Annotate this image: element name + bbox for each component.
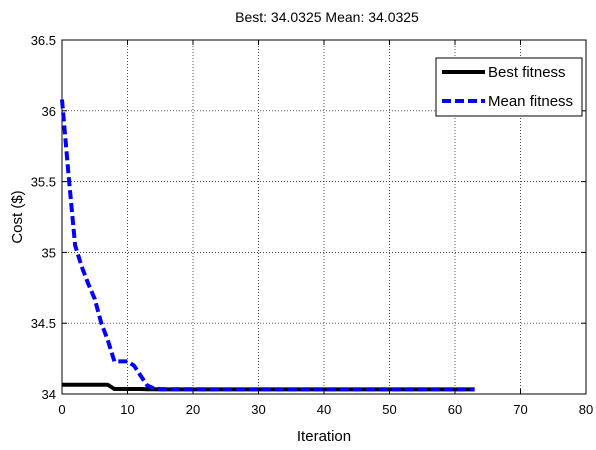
y-tick-label: 36.5	[31, 33, 56, 48]
series-group	[60, 99, 475, 392]
x-tick-label: 70	[513, 402, 527, 417]
y-tick-label: 35.5	[31, 175, 56, 190]
x-tick-label: 40	[317, 402, 331, 417]
x-tick-label: 80	[579, 402, 593, 417]
x-tick-label: 30	[251, 402, 265, 417]
x-tick-label: 50	[382, 402, 396, 417]
x-tick-label: 10	[120, 402, 134, 417]
legend-label-best-fitness: Best fitness	[488, 64, 566, 81]
legend: Best fitness Mean fitness	[435, 57, 583, 117]
legend-box	[435, 57, 583, 117]
chart-title: Best: 34.0325 Mean: 34.0325	[235, 9, 419, 25]
legend-label-mean-fitness: Mean fitness	[488, 93, 573, 110]
y-tick-label: 34	[42, 387, 56, 402]
x-tick-label: 20	[186, 402, 200, 417]
y-tick-label: 36	[42, 104, 56, 119]
series-line-best-fitness	[62, 382, 475, 392]
x-tick-label: 60	[448, 402, 462, 417]
x-axis-label: Iteration	[297, 428, 351, 445]
grid	[62, 40, 586, 394]
y-tick-label: 34.5	[31, 316, 56, 331]
series-line-mean-fitness	[60, 99, 475, 392]
y-axis-label: Cost ($)	[9, 190, 26, 243]
x-tick-label: 0	[58, 402, 65, 417]
y-tick-label: 35	[42, 245, 56, 260]
